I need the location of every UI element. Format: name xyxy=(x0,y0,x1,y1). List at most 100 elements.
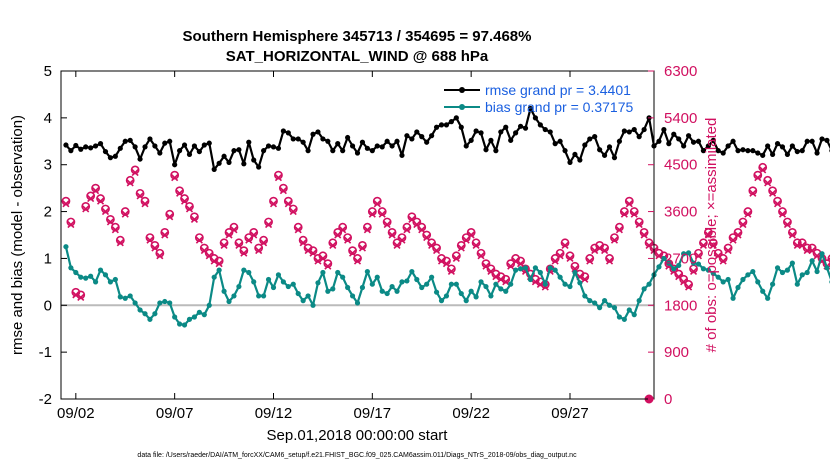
rmse-point xyxy=(715,148,721,154)
rmse-point xyxy=(547,129,553,135)
rmse-point xyxy=(710,137,716,143)
bias-point xyxy=(172,314,178,320)
rmse-point xyxy=(384,138,390,144)
rmse-point xyxy=(616,138,623,144)
y-right-tick-label: 6300 xyxy=(664,63,697,80)
rmse-point xyxy=(429,133,435,139)
rmse-point xyxy=(241,161,247,167)
rmse-point xyxy=(720,150,726,156)
y-left-tick-label: -2 xyxy=(39,391,52,408)
rmse-point xyxy=(493,148,499,154)
rmse-point xyxy=(251,157,257,163)
obs-assimilated-point xyxy=(77,293,85,302)
bias-point xyxy=(384,290,390,297)
rmse-point xyxy=(592,134,598,140)
y-axis-left: -2 -1 0 1 2 3 4 5 xyxy=(39,63,67,408)
rmse-point xyxy=(809,138,815,144)
bias-point xyxy=(216,267,222,273)
bias-point xyxy=(814,268,820,275)
rmse-point xyxy=(799,148,805,154)
obs-assimilated-point xyxy=(734,231,742,239)
obs-assimilated-point xyxy=(813,252,821,260)
bias-point xyxy=(305,293,311,299)
x-axis-label: Sep.01,2018 00:00:00 start xyxy=(267,427,449,444)
rmse-point xyxy=(774,141,781,147)
bias-point xyxy=(809,258,815,264)
obs-assimilated-point xyxy=(264,221,273,229)
bias-point xyxy=(582,293,588,299)
obs-assimilated-point xyxy=(205,252,213,260)
y-right-tick-label: 0 xyxy=(664,391,672,408)
rmse-point xyxy=(419,134,425,140)
x-axis: 09/02 09/07 09/12 09/17 09/22 09/27 xyxy=(57,71,589,422)
obs-assimilated-point xyxy=(778,210,787,218)
rmse-point xyxy=(265,143,272,149)
obs-assimilated-point xyxy=(294,226,302,234)
rmse-point xyxy=(483,147,489,153)
obs-assimilated-point xyxy=(685,283,693,291)
obs-assimilated-point xyxy=(512,257,520,265)
bias-point xyxy=(765,295,771,301)
bias-point xyxy=(725,276,731,283)
rmse-point xyxy=(221,153,227,159)
bias-point xyxy=(448,281,454,287)
rmse-point xyxy=(517,123,524,129)
rmse-point xyxy=(216,160,222,166)
rmse-point xyxy=(789,143,795,149)
obs-assimilated-point xyxy=(383,221,391,229)
rmse-point xyxy=(611,155,618,161)
bias-point xyxy=(374,274,380,280)
bias-point xyxy=(429,274,435,280)
legend-rmse-marker xyxy=(459,87,465,93)
rmse-point xyxy=(631,126,637,133)
rmse-point xyxy=(349,143,356,149)
obs-assimilated-point xyxy=(131,168,139,177)
obs-assimilated-point xyxy=(487,267,495,276)
rmse-point xyxy=(231,148,237,154)
rmse-point xyxy=(152,143,158,149)
bias-point xyxy=(681,251,687,257)
obs-assimilated-point xyxy=(739,221,747,229)
obs-assimilated-point xyxy=(230,226,238,234)
bias-point xyxy=(641,286,647,292)
bias-point xyxy=(191,314,198,320)
rmse-point xyxy=(112,153,118,159)
bias-point xyxy=(488,293,494,299)
bias-point xyxy=(755,279,761,285)
bias-point xyxy=(320,269,326,276)
obs-assimilated-point xyxy=(645,241,653,249)
obs-assimilated-point xyxy=(314,257,322,265)
rmse-point xyxy=(246,139,252,145)
obs-assimilated-point xyxy=(166,213,174,221)
rmse-point xyxy=(107,155,114,161)
bias-point xyxy=(270,284,277,291)
bias-point xyxy=(280,279,286,285)
bias-point xyxy=(483,283,489,290)
rmse-point xyxy=(567,159,573,165)
obs-assimilated-point xyxy=(72,291,80,299)
bias-point xyxy=(88,273,94,279)
y-left-tick-label: 1 xyxy=(44,250,52,267)
obs-assimilated-point xyxy=(517,260,525,268)
bias-point xyxy=(97,267,104,273)
obs-assimilated-point xyxy=(245,236,253,244)
bias-point xyxy=(720,279,726,285)
rmse-point xyxy=(498,129,504,135)
obs-assimilated-point xyxy=(413,221,421,229)
rmse-point xyxy=(122,138,128,144)
bias-point xyxy=(804,269,810,276)
bias-point xyxy=(606,302,613,308)
bias-point xyxy=(256,293,262,299)
bias-point xyxy=(542,281,548,287)
obs-assimilated-point xyxy=(92,187,100,195)
bias-point xyxy=(162,298,168,305)
bias-point xyxy=(750,268,756,275)
bias-point xyxy=(127,293,133,299)
rmse-point xyxy=(438,122,445,128)
rmse-point xyxy=(522,125,529,131)
rmse-point xyxy=(681,143,687,149)
rmse-point xyxy=(270,144,277,150)
obs-assimilated-point xyxy=(675,273,683,281)
rmse-point xyxy=(572,151,578,158)
bias-point xyxy=(419,284,425,291)
